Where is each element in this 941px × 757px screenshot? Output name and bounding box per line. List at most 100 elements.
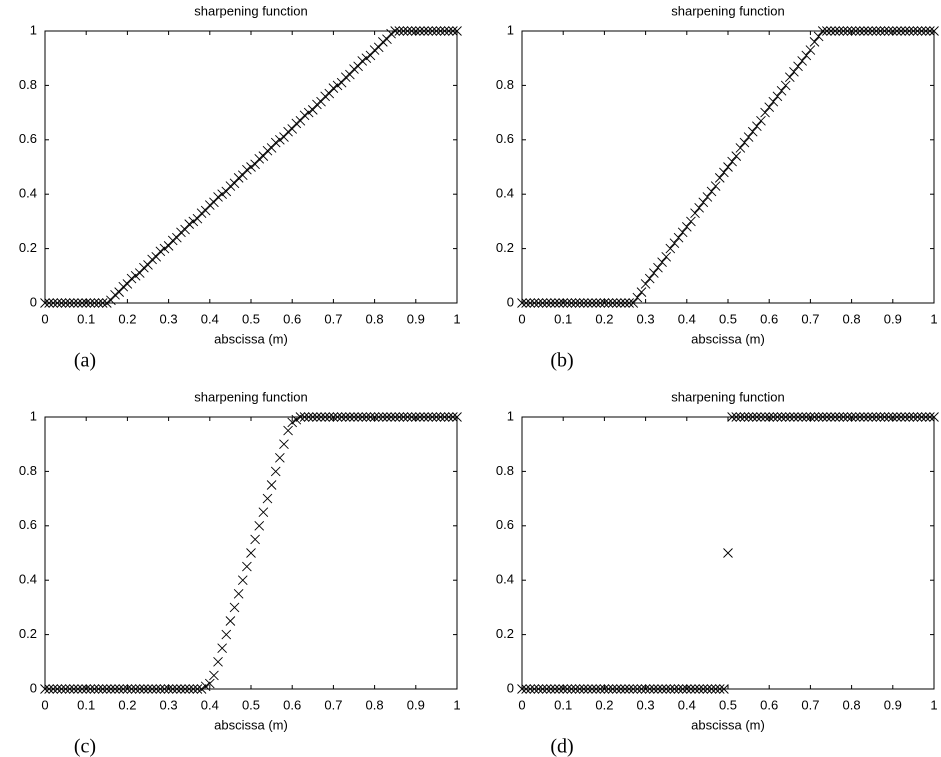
y-tick-label: 0 [30,294,37,309]
marker [287,124,298,134]
marker [595,684,606,694]
marker [93,684,104,694]
marker [369,412,380,422]
marker [217,189,227,200]
marker [710,684,721,694]
marker [402,26,413,36]
marker [879,26,890,36]
y-tick-label: 0.6 [496,517,514,532]
marker [690,208,700,219]
marker [772,91,783,102]
marker [213,192,223,202]
marker [270,137,281,148]
marker [558,684,569,694]
marker [550,298,560,308]
chart-title: sharpening function [671,389,784,404]
marker [353,412,363,422]
marker [887,26,898,36]
marker [130,684,141,694]
marker [336,77,347,88]
marker [233,173,244,183]
marker [130,270,141,281]
marker [151,251,162,262]
x-tick-label: 1 [930,697,937,712]
marker [640,684,651,694]
x-tick-label: 0.1 [554,311,572,326]
marker [706,186,717,197]
marker [312,99,322,110]
marker [904,412,915,422]
marker [373,42,384,53]
marker [533,684,544,694]
marker [258,507,269,518]
y-tick-label: 0 [507,680,514,695]
marker [196,684,207,694]
marker [398,26,409,36]
marker [254,520,265,531]
marker [114,287,124,297]
marker [760,107,770,118]
marker [110,290,120,300]
marker [760,412,770,422]
marker [373,412,384,422]
marker [698,684,709,694]
marker [883,26,894,36]
x-tick-label: 0.4 [201,311,219,326]
marker [879,412,890,422]
marker [912,412,923,422]
x-tick-label: 0.4 [201,697,219,712]
marker [925,412,935,422]
marker [826,26,836,36]
marker [221,186,232,197]
marker [673,232,684,243]
marker [275,134,285,145]
marker [714,684,725,694]
marker [345,69,355,80]
marker [859,26,869,36]
marker [415,412,425,422]
x-tick-label: 0.2 [595,311,613,326]
marker [780,412,791,422]
marker [69,684,79,694]
marker [525,684,536,694]
marker [134,684,145,694]
marker [653,262,663,273]
x-axis-label: abscissa (m) [691,331,765,346]
marker [805,45,816,55]
marker [896,26,906,36]
marker [546,684,556,694]
marker [801,412,812,422]
marker [665,243,676,254]
marker [361,412,372,422]
marker [723,548,733,558]
marker [673,684,684,694]
marker [167,235,178,246]
marker [262,493,273,504]
marker [139,684,149,694]
marker [369,45,380,55]
marker [101,298,112,308]
marker [681,684,692,694]
marker [246,162,256,172]
marker [283,425,293,436]
marker [776,412,787,422]
marker [892,26,902,36]
marker [307,105,318,115]
marker [842,412,853,422]
marker [578,684,589,694]
marker [423,26,433,36]
marker [566,684,577,694]
marker [439,26,450,36]
marker [784,412,795,422]
y-tick-label: 0.2 [19,240,37,255]
marker [390,26,401,36]
marker [134,268,145,278]
marker [669,238,680,248]
marker [324,412,335,422]
y-tick-label: 0.6 [19,517,37,532]
marker [850,26,861,36]
marker [793,412,803,422]
marker [431,26,442,36]
x-tick-label: 0.9 [407,311,425,326]
